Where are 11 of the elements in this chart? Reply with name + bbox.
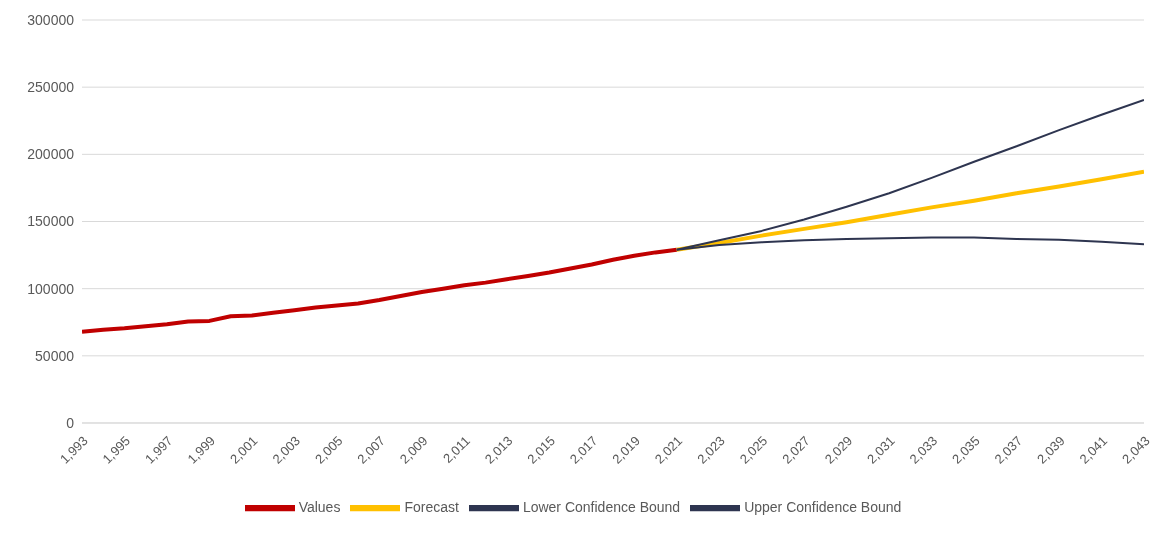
y-tick-label: 300000 bbox=[27, 11, 75, 28]
y-tick-label: 150000 bbox=[27, 213, 75, 230]
legend-label: Forecast bbox=[404, 498, 459, 515]
y-tick-label: 100000 bbox=[27, 280, 75, 297]
y-tick-label: 50000 bbox=[35, 347, 75, 364]
y-tick-label: 0 bbox=[66, 414, 75, 431]
legend-label: Values bbox=[298, 498, 341, 515]
legend-label: Upper Confidence Bound bbox=[744, 498, 902, 515]
y-tick-label: 200000 bbox=[27, 146, 75, 163]
legend-label: Lower Confidence Bound bbox=[522, 498, 681, 515]
y-tick-label: 250000 bbox=[27, 79, 75, 96]
